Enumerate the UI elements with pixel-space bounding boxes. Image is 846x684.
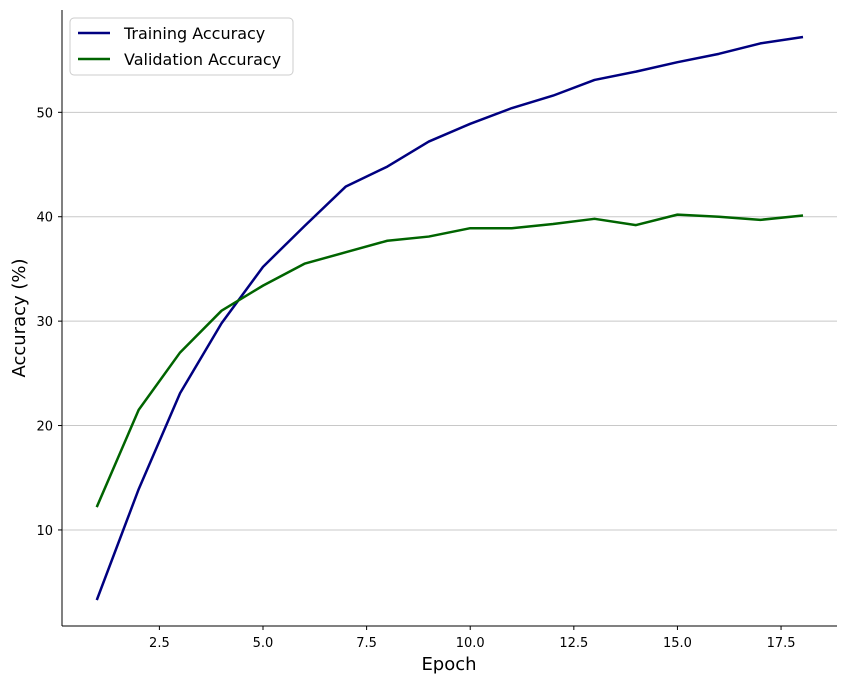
axes xyxy=(61,10,837,627)
x-tick-label: 5.0 xyxy=(253,636,274,651)
legend: Training Accuracy Validation Accuracy xyxy=(69,17,294,76)
y-tick-label: 10 xyxy=(36,524,53,539)
x-axis-ticks: 2.5 5.0 7.5 10.0 12.5 15.0 17.5 xyxy=(149,626,796,651)
x-tick-label: 10.0 xyxy=(456,636,485,651)
legend-label: Validation Accuracy xyxy=(124,50,281,69)
x-tick-label: 15.0 xyxy=(663,636,692,651)
x-tick-label: 17.5 xyxy=(767,636,796,651)
y-axis-ticks: 10 20 30 40 50 xyxy=(36,106,62,539)
x-tick-label: 7.5 xyxy=(356,636,377,651)
series-lines xyxy=(95,35,804,601)
y-tick-label: 30 xyxy=(36,315,53,330)
y-tick-label: 40 xyxy=(36,211,53,226)
x-tick-label: 12.5 xyxy=(559,636,588,651)
x-tick-label: 2.5 xyxy=(149,636,170,651)
x-axis-title: Epoch xyxy=(421,654,476,675)
y-tick-label: 20 xyxy=(36,420,53,435)
legend-box xyxy=(69,17,294,76)
series-line-training-accuracy xyxy=(95,35,804,601)
grid-lines xyxy=(62,111,837,531)
y-tick-label: 50 xyxy=(36,106,53,121)
y-axis-title: Accuracy (%) xyxy=(9,258,30,377)
series-line-validation-accuracy xyxy=(95,213,804,508)
legend-label: Training Accuracy xyxy=(123,24,265,43)
